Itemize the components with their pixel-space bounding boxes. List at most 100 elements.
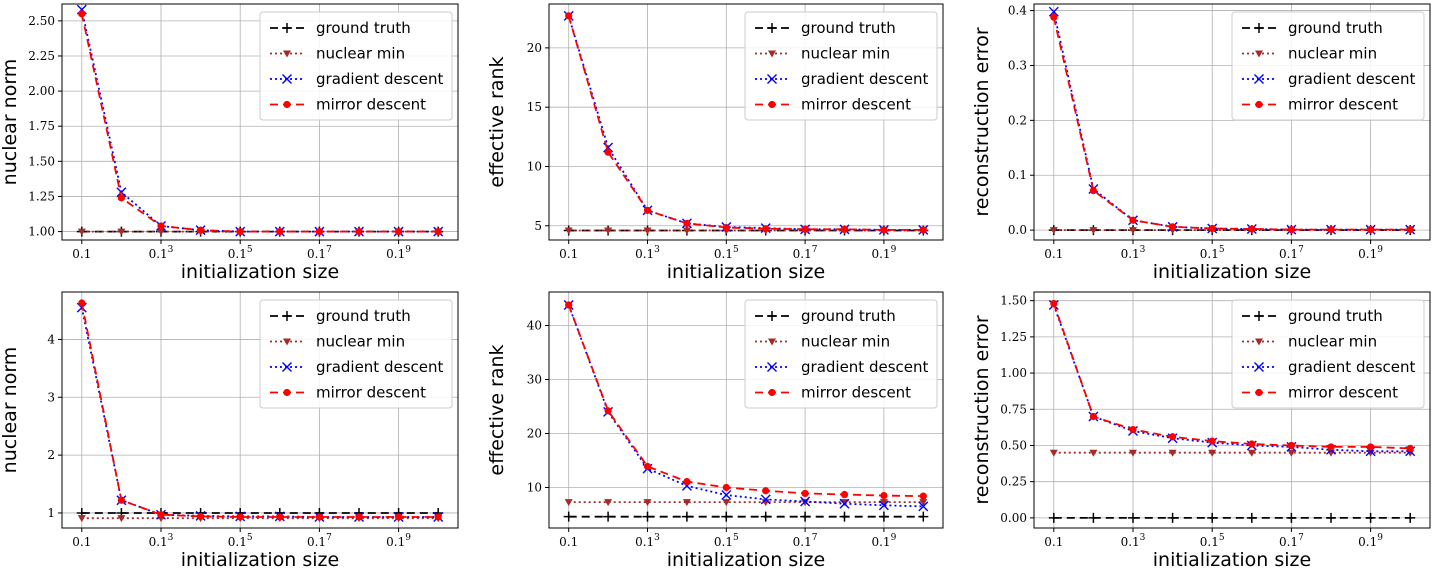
y-tick-label: 20 [527,426,542,440]
legend-label-gd: gradient descent [316,70,444,88]
legend-marker-md [768,388,776,397]
data-point-md [565,301,573,309]
data-point-md [604,148,612,156]
data-point-nm [643,227,652,235]
data-point-md [1327,225,1335,234]
legend: ground truth nuclear min gradient descent m… [259,299,453,409]
data-point-nm [604,499,613,507]
data-point-md [276,227,284,236]
data-point-nm [879,499,888,507]
data-point-md [355,513,363,521]
y-tick-label: 2 [47,448,55,462]
data-point-md [117,496,125,504]
data-point-md [78,299,86,307]
data-point-gd [918,501,929,512]
data-point-nm [77,228,86,236]
data-point-gt [681,511,692,522]
y-tick-label: 1 [47,506,55,520]
y-tick-label: 3 [47,390,55,404]
data-point-md [722,223,730,232]
legend-label-gd: gradient descent [801,358,929,376]
data-point-nm [564,227,573,235]
data-point-md [197,512,205,521]
x-tick-label: 0.17 [1279,245,1304,261]
plot-frame [61,291,459,529]
y-axis-label: reconstruction error [971,315,993,504]
data-point-md [604,407,612,415]
data-point-md [683,219,691,227]
legend-label-gt: ground truth [801,307,896,325]
legend-label-md: mirror descent [316,96,426,114]
subplot-2: 5 10 15 20 0.1 0.13 0.15 0.17 0.19 initialization… [486,3,944,283]
legend-marker-md [283,100,291,109]
data-point-gt [642,511,653,522]
y-tick-label: 15 [527,100,542,114]
series-line-md [1052,303,1411,450]
data-point-md [197,226,205,234]
data-point-nm [1287,449,1296,457]
data-point-gd [800,496,811,507]
data-point-md [395,227,403,236]
legend-label-nm: nuclear min [1288,333,1377,351]
data-point-gt [721,511,732,522]
legend-marker-gd [282,74,292,84]
data-point-gt [918,511,929,522]
data-point-md [880,226,888,234]
y-tick-label: 1.00 [1000,366,1027,380]
data-point-gt [1286,512,1297,523]
legend-label-gt: ground truth [1288,307,1383,325]
y-tick-label: 1.50 [28,154,55,168]
legend-marker-gd [1254,362,1264,372]
x-tick-label: 0.15 [1200,245,1225,261]
legend-marker-gd [767,74,777,84]
data-point-md [315,513,323,521]
legend-marker-nm [768,338,776,346]
legend-marker-gd [1254,74,1264,84]
data-point-gt [1246,512,1257,523]
data-point-md [840,490,849,499]
y-tick-label: 0.4 [1008,4,1027,18]
legend: ground truth nuclear min gradient descent m… [259,11,453,121]
legend-marker-nm [768,50,776,58]
data-point-md [683,477,691,486]
x-axis-label: initialization size [1153,549,1311,568]
y-tick-label: 2.50 [28,14,55,28]
x-tick-label: 0.13 [149,533,174,549]
series-line-md [80,13,439,233]
data-point-md [1287,225,1295,234]
y-tick-label: 0.2 [1008,113,1027,127]
data-point-md [276,513,284,521]
y-tick-label: 30 [527,372,542,386]
y-axis-label: nuclear norm [0,347,21,474]
data-point-md [1208,437,1216,445]
y-tick-label: 0.1 [1008,168,1027,182]
legend-label-md: mirror descent [801,384,911,402]
data-point-nm [1049,449,1058,457]
data-point-nm [722,499,731,507]
data-point-gt [1405,512,1416,523]
data-point-md [315,227,323,236]
data-point-gt [1167,512,1178,523]
legend-label-gd: gradient descent [1288,358,1416,376]
data-point-gt [800,511,811,522]
data-point-gd [760,494,771,505]
data-point-md [840,225,849,233]
data-point-md [1169,223,1177,231]
plot-frame [548,291,944,529]
data-point-nm [682,227,691,235]
data-point-nm [1049,227,1058,235]
legend-marker-md [1255,388,1263,397]
data-point-md [236,227,244,236]
data-point-md [565,12,573,20]
legend: ground truth nuclear min gradient descent m… [1231,11,1425,121]
x-tick-label: 0.15 [228,533,253,549]
subplot-6: 0.00 0.25 0.50 0.75 1.00 1.25 1.50 0.1 0.13 0.15 0… [971,291,1431,568]
data-point-gt [760,511,771,522]
data-point-md [1089,187,1097,195]
legend-label-gd: gradient descent [316,358,444,376]
y-tick-label: 10 [527,159,542,173]
data-point-gt [1048,512,1059,523]
data-point-md [762,487,770,495]
x-axis-label: initialization size [1153,261,1311,283]
